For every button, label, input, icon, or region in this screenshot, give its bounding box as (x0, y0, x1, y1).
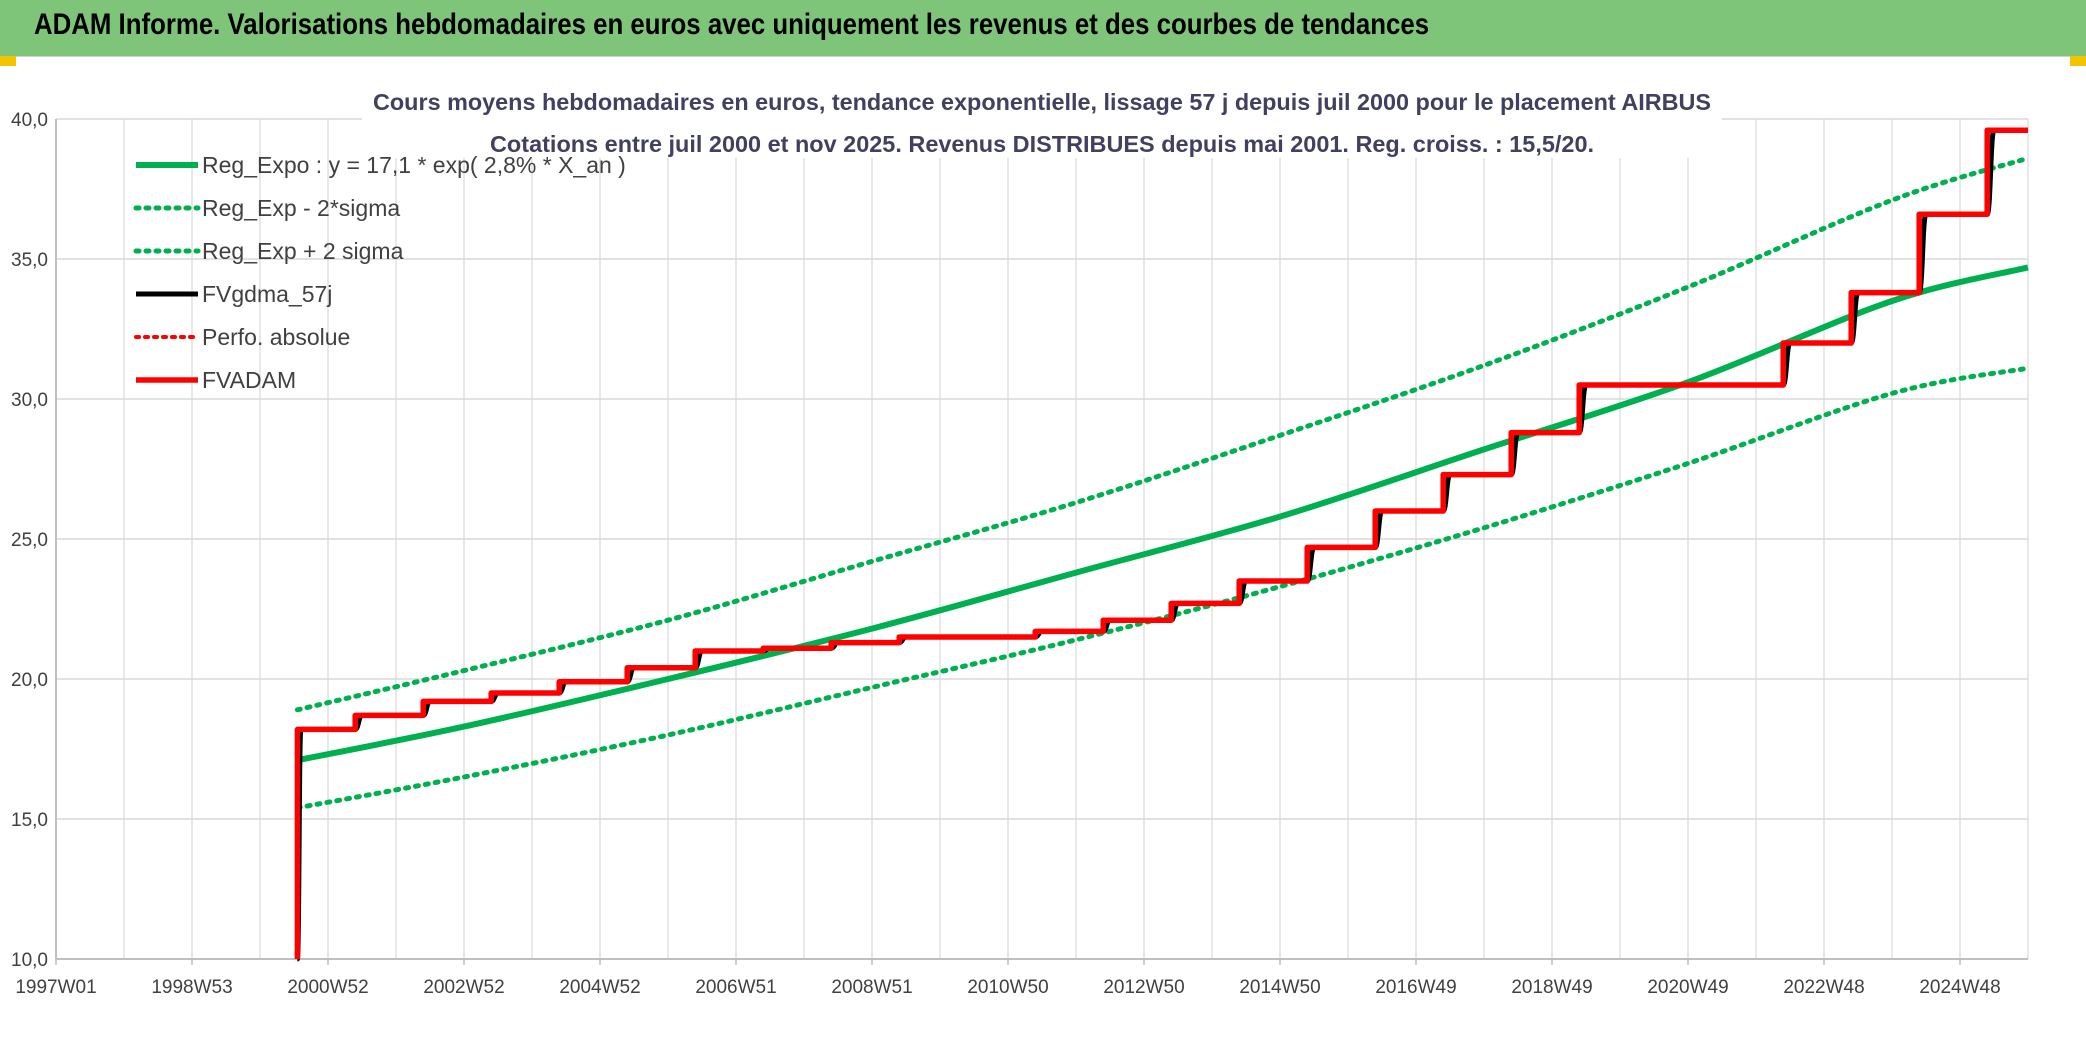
y-tick-label: 25,0 (11, 530, 48, 551)
x-tick-label: 2006W51 (695, 977, 776, 998)
x-tick-label: 2014W50 (1239, 977, 1320, 998)
x-tick-label: 2020W49 (1647, 977, 1728, 998)
axes: 10,0 15,0 20,0 25,0 30,0 35,0 40,0 1997W01 1998W… (11, 110, 2028, 998)
y-tick-label: 30,0 (11, 390, 48, 411)
chart-area: 10,0 15,0 20,0 25,0 30,0 35,0 40,0 1997W01 1998W… (2, 58, 2084, 1034)
series-line-dotted-green (294, 365, 2031, 811)
corner-accent-left (0, 56, 16, 66)
legend-label: FVgdma_57j (202, 281, 332, 307)
y-tick-label: 15,0 (11, 810, 48, 831)
x-tick-label: 2002W52 (423, 977, 504, 998)
series-line-dotted-green (294, 155, 2031, 713)
x-tick-label: 1997W01 (15, 977, 96, 998)
x-tick-label: 2004W52 (559, 977, 640, 998)
series-line-solid-red-thick (294, 127, 2028, 959)
grid-lines (55, 118, 2029, 960)
report-title: ADAM Informe. Valorisations hebdomadaire… (34, 8, 1430, 41)
legend-label: Reg_Exp + 2 sigma (202, 238, 404, 264)
report-banner: ADAM Informe. Valorisations hebdomadaire… (0, 0, 2086, 57)
legend-label: Perfo. absolue (202, 324, 350, 350)
x-tick-label: 2010W50 (967, 977, 1048, 998)
chart-titles: Cours moyens hebdomadaires en euros, ten… (362, 86, 1722, 158)
legend-label: Reg_Exp - 2*sigma (202, 195, 400, 221)
x-tick-label: 2008W51 (831, 977, 912, 998)
x-tick-label: 2022W48 (1783, 977, 1864, 998)
series-line-solid-green-thick (296, 264, 2029, 764)
x-tick-label: 2024W48 (1919, 977, 2000, 998)
line-chart: 10,0 15,0 20,0 25,0 30,0 35,0 40,0 1997W01 1998W… (11, 86, 2031, 998)
series-lines (294, 127, 2031, 962)
corner-accent-right (2070, 56, 2086, 66)
chart-title: Cours moyens hebdomadaires en euros, ten… (373, 89, 1711, 115)
y-tick-label: 10,0 (11, 950, 48, 971)
x-tick-label: 2012W50 (1103, 977, 1184, 998)
y-tick-label: 20,0 (11, 670, 48, 691)
legend-label: FVADAM (202, 367, 296, 393)
x-tick-label: 1998W53 (151, 977, 232, 998)
y-tick-label: 40,0 (11, 110, 48, 131)
chart-subtitle: Cotations entre juil 2000 et nov 2025. R… (490, 131, 1594, 157)
legend: Reg_Expo : y = 17,1 * exp( 2,8% * X_an )… (133, 152, 626, 393)
x-tick-label: 2016W49 (1375, 977, 1456, 998)
title-background (362, 86, 1722, 158)
x-tick-label: 2000W52 (287, 977, 368, 998)
legend-label: Reg_Expo : y = 17,1 * exp( 2,8% * X_an ) (202, 152, 626, 178)
x-tick-label: 2018W49 (1511, 977, 1592, 998)
y-tick-label: 35,0 (11, 250, 48, 271)
